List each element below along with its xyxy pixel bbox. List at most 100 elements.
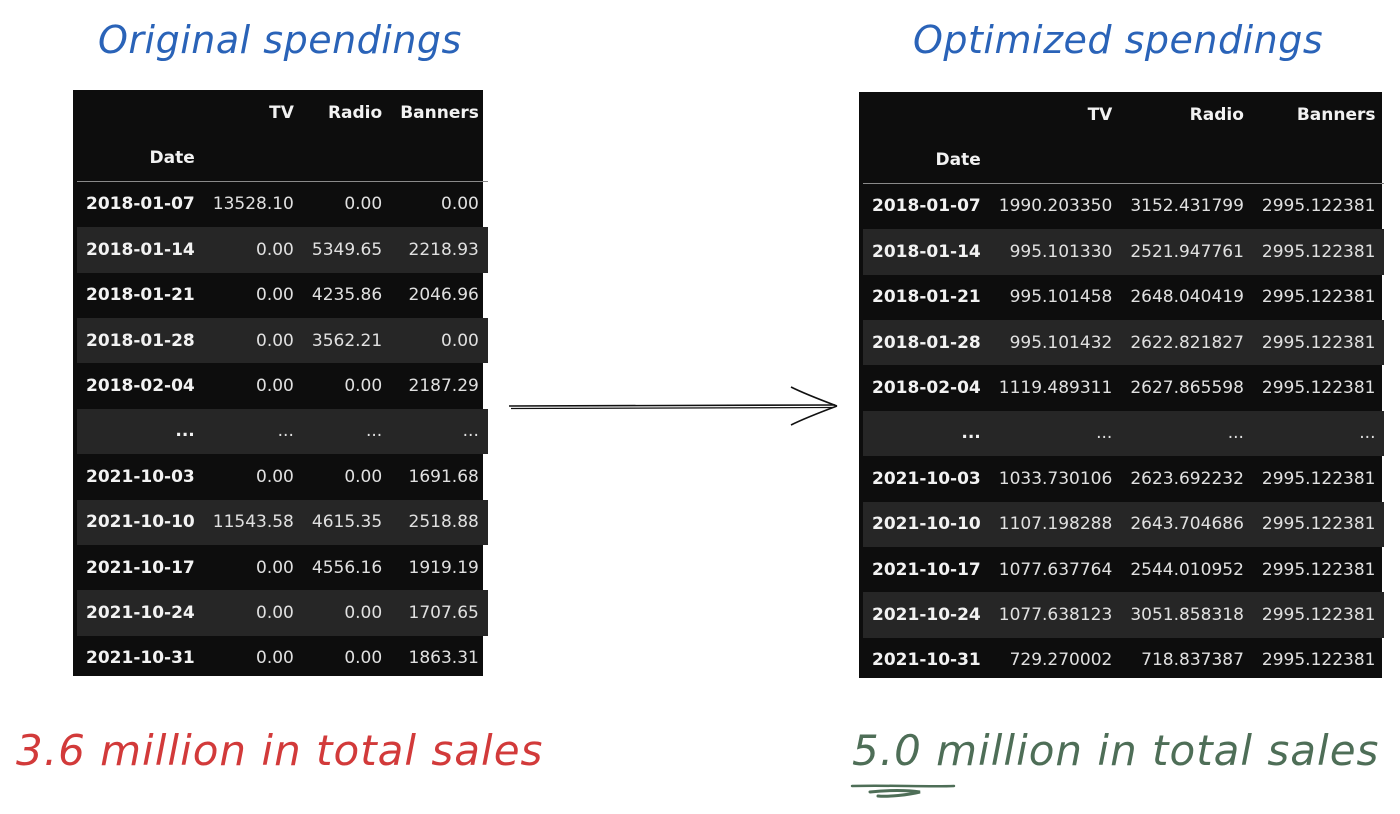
table-cell: 0.00 <box>256 239 294 260</box>
table-cell: 4556.16 <box>311 557 383 578</box>
table-cell: 995.101458 <box>1009 287 1113 308</box>
table-cell: 2995.122381 <box>1261 559 1376 580</box>
table-row: 2021-10-10 1107.198288 2643.704686 2995.122… <box>863 501 1385 547</box>
table-row: 2018-02-04 0.00 0.00 2187.29 <box>77 363 488 408</box>
table-cell: 1707.65 <box>408 602 479 623</box>
table-cell: 2995.122381 <box>1261 468 1376 489</box>
table-row: 2018-01-21 0.00 4235.86 2046.96 <box>77 273 488 318</box>
optimized-total-sales: 5.0 million in total sales <box>852 726 1380 775</box>
table-cell: 1107.198288 <box>998 514 1113 535</box>
row-index-date: 2018-01-28 <box>86 330 195 351</box>
table-cell: 2648.040419 <box>1130 287 1244 308</box>
table-row: 2018-01-21 995.101458 2648.040419 2995.1223… <box>863 275 1384 320</box>
row-index-date: 2021-10-17 <box>86 557 195 578</box>
table-cell: 2622.821827 <box>1130 332 1244 353</box>
row-index-date: 2021-10-03 <box>872 468 981 489</box>
table-cell: 2544.010952 <box>1130 559 1244 580</box>
table-row: 2021-10-03 1033.730106 2623.692232 2995.122… <box>863 456 1384 501</box>
table-row: 2021-10-03 0.00 0.00 1691.68 <box>77 454 488 499</box>
table-cell: 5349.65 <box>311 239 383 260</box>
table-cell: 1077.637764 <box>998 559 1113 580</box>
table-cell: 0.00 <box>256 602 294 623</box>
index-name-row: Date <box>77 135 488 182</box>
column-header-radio: Radio <box>1189 104 1244 125</box>
table-cell: 2995.122381 <box>1261 241 1376 262</box>
table-cell: 2521.947761 <box>1130 241 1244 262</box>
table-cell: 0.00 <box>256 648 294 669</box>
table-cell: 3152.431799 <box>1130 196 1244 217</box>
table-cell: 2218.93 <box>408 239 479 260</box>
optimized-table-panel: TV Radio Banners Date 2018-01-07 1990.203… <box>859 92 1385 678</box>
column-header-tv: TV <box>269 102 294 123</box>
table-cell: 0.00 <box>256 557 294 578</box>
column-header-radio: Radio <box>327 102 383 123</box>
index-name-row: Date <box>863 137 1385 184</box>
table-row: 2018-02-04 1119.489311 2627.865598 2995.122… <box>863 365 1384 410</box>
row-index-date: ... <box>175 421 195 442</box>
table-cell: 995.101432 <box>1009 332 1113 353</box>
table-row: 2021-10-24 1077.638123 3051.858318 2995.122… <box>863 592 1385 638</box>
table-row: 2018-01-14 995.101330 2521.947761 2995.1223… <box>863 229 1385 275</box>
row-index-date: 2018-02-04 <box>872 378 981 399</box>
table-cell: 995.101330 <box>1009 241 1113 262</box>
table-cell: 11543.58 <box>212 512 294 533</box>
table-cell: ... <box>1359 423 1376 444</box>
table-row: ............ <box>77 408 488 455</box>
table-cell: 0.00 <box>256 376 294 397</box>
table-cell: ... <box>1227 423 1244 444</box>
row-index-date: 2021-10-17 <box>872 559 981 580</box>
row-index-date: 2021-10-31 <box>872 650 981 671</box>
table-cell: ... <box>365 421 383 442</box>
table-cell: 0.00 <box>344 376 383 397</box>
table-cell: 1691.68 <box>408 466 479 487</box>
row-index-date: 2018-01-28 <box>872 332 981 353</box>
column-header-banners: Banners <box>1296 104 1376 125</box>
table-cell: 1119.489311 <box>998 378 1113 399</box>
table-row: 2018-01-28 0.00 3562.21 0.00 <box>77 317 488 364</box>
table-cell: 0.00 <box>441 330 479 351</box>
table-row: ............ <box>863 410 1385 457</box>
table-cell: 2995.122381 <box>1261 604 1376 625</box>
row-index-date: ... <box>961 423 981 444</box>
index-name-date: Date <box>77 135 204 182</box>
row-index-date: 2021-10-03 <box>86 466 195 487</box>
row-index-date: 2021-10-24 <box>872 604 981 625</box>
table-cell: 1033.730106 <box>998 468 1113 489</box>
row-index-date: 2018-01-21 <box>872 287 981 308</box>
row-index-date: 2021-10-31 <box>86 648 195 669</box>
row-index-date: 2018-01-07 <box>872 196 981 217</box>
table-row: 2021-10-24 0.00 0.00 1707.65 <box>77 590 488 636</box>
table-row: 2021-10-17 0.00 4556.16 1919.19 <box>77 545 488 590</box>
table-cell: 729.270002 <box>1009 650 1113 671</box>
table-row: 2021-10-31 0.00 0.00 1863.31 <box>77 636 488 681</box>
table-cell: 2643.704686 <box>1130 514 1244 535</box>
row-index-date: 2021-10-10 <box>872 514 981 535</box>
table-cell: 2995.122381 <box>1261 378 1376 399</box>
optimized-title: Optimized spendings <box>913 18 1324 62</box>
column-header-banners: Banners <box>400 102 479 123</box>
table-cell: 2046.96 <box>408 285 479 306</box>
original-table: TV Radio Banners Date 2018-01-07 13528.10… <box>77 90 488 681</box>
table-cell: ... <box>462 421 479 442</box>
table-cell: 3562.21 <box>311 330 383 351</box>
right-arrow-icon <box>508 386 838 426</box>
row-index-date: 2021-10-10 <box>86 512 195 533</box>
table-header-row: TV Radio Banners <box>863 92 1384 137</box>
row-index-date: 2021-10-24 <box>86 602 195 623</box>
table-cell: 0.00 <box>344 194 383 215</box>
table-cell: 4235.86 <box>311 285 383 306</box>
table-header-row: TV Radio Banners <box>77 90 488 135</box>
table-cell: 1990.203350 <box>998 196 1113 217</box>
table-row: 2021-10-17 1077.637764 2544.010952 2995.122… <box>863 547 1384 592</box>
table-cell: 1077.638123 <box>998 604 1113 625</box>
table-cell: 0.00 <box>256 466 294 487</box>
table-row: 2018-01-07 13528.10 0.00 0.00 <box>77 181 488 227</box>
row-index-date: 2018-01-21 <box>86 285 195 306</box>
underline-scribble-icon <box>850 784 956 798</box>
table-cell: 0.00 <box>344 466 383 487</box>
index-header-blank <box>863 92 990 137</box>
table-cell: 0.00 <box>441 194 479 215</box>
table-cell: 0.00 <box>256 330 294 351</box>
table-cell: 2995.122381 <box>1261 196 1376 217</box>
column-header-tv: TV <box>1087 104 1113 125</box>
